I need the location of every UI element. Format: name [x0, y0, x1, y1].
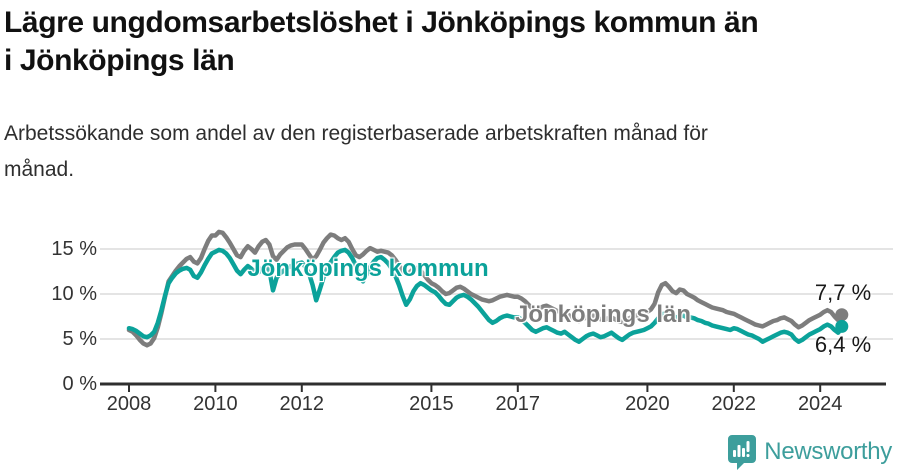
x-axis-tick-label: 2022	[711, 393, 757, 415]
series-label-jonkopings-lan: Jönköpings län	[514, 301, 692, 328]
series-end-dot	[835, 319, 849, 333]
page-subtitle: Arbetssökande som andel av den registerb…	[4, 122, 708, 181]
series-line	[126, 247, 845, 344]
x-axis-tick-label: 2020	[625, 393, 670, 415]
x-axis-tick-label: 2008	[106, 393, 152, 415]
page-title: Lägre ungdomsarbetslöshet i Jönköpings k…	[4, 6, 759, 77]
newsworthy-logo-icon	[728, 435, 757, 470]
newsworthy-logo-text: Newsworthy	[764, 438, 892, 465]
end-value-label-lan: 7,7 %	[814, 280, 872, 305]
x-axis-tick-label: 2010	[193, 393, 238, 415]
x-axis-tick-label: 2012	[279, 393, 325, 415]
series-end-dot	[835, 308, 849, 322]
newsworthy-branding: Newsworthy	[727, 434, 892, 470]
y-axis-tick-label: 5 %	[62, 328, 97, 350]
y-axis-tick-label: 10 %	[51, 283, 97, 305]
x-axis-tick-label: 2015	[409, 393, 454, 415]
x-axis-tick-label: 2024	[797, 393, 843, 415]
end-value-label-kommun: 6,4 %	[814, 332, 872, 357]
x-axis-tick-label: 2017	[495, 393, 541, 415]
y-axis-tick-label: 0 %	[62, 373, 97, 395]
series-label-jonkopings-kommun: Jönköpings kommun	[247, 255, 489, 282]
y-axis-tick-label: 15 %	[51, 238, 97, 260]
series-line	[126, 229, 845, 348]
